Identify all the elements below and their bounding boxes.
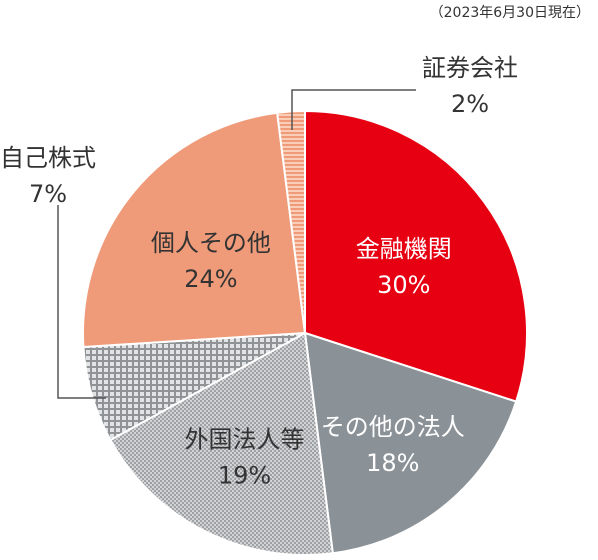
leader-line-5 [291, 89, 416, 130]
slice-name-label: 個人その他 [151, 229, 271, 257]
slice-name-label: 金融機関 [356, 235, 452, 263]
leader-line-3 [57, 205, 106, 399]
pie-slice-4 [82, 111, 307, 348]
slice-value-label: 24% [184, 265, 237, 293]
slice-value-label: 7% [29, 180, 67, 208]
slice-name-label: 自己株式 [0, 144, 96, 172]
pie-slice-0 [304, 109, 528, 403]
slice-name-label: 証券会社 [422, 54, 518, 82]
slice-name-label: その他の法人 [321, 413, 465, 441]
slice-value-label: 30% [377, 271, 430, 299]
slice-value-label: 19% [218, 462, 271, 490]
slice-value-label: 18% [366, 449, 419, 477]
pie-slice-5 [276, 109, 306, 334]
pie-slice-1 [303, 331, 518, 555]
as-of-date: （2023年6月30日現在） [429, 5, 590, 21]
pie-slice-2 [109, 331, 334, 556]
slice-name-label: 外国法人等 [185, 426, 305, 454]
slice-value-label: 2% [451, 90, 489, 118]
